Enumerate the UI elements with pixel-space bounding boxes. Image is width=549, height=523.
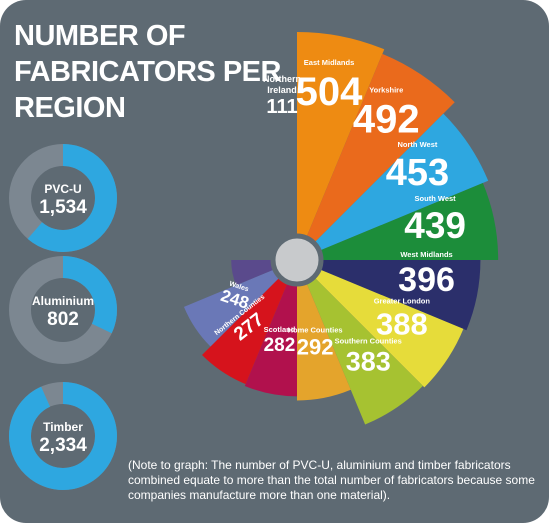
region-name-northern-ireland-0: Northern <box>263 74 301 84</box>
region-name-greater-london: Greater London <box>374 297 431 306</box>
slice-southern-counties <box>297 260 423 425</box>
aluminium-donut-arc <box>62 256 117 334</box>
timber-donut: Timber 2,334 <box>9 382 117 490</box>
region-value-yorkshire: 492 <box>353 97 420 141</box>
region-value-north-west: 453 <box>386 152 449 194</box>
pvcu-value: 1,534 <box>39 197 87 218</box>
pvcu-donut-arc <box>27 144 117 252</box>
region-name-home-counties: Home Counties <box>288 325 343 334</box>
region-value-east-midlands: 504 <box>296 70 363 114</box>
region-value-home-counties: 292 <box>297 334 334 359</box>
region-name-east-midlands: East Midlands <box>304 58 354 67</box>
title-line-1: NUMBER OF <box>14 20 186 52</box>
label-south-west: South West 439 <box>404 194 466 246</box>
slice-greater-london <box>297 260 464 388</box>
aluminium-donut: Aluminium 802 <box>9 256 117 364</box>
region-value-scotland: 282 <box>264 335 296 356</box>
chart-hub <box>270 233 324 287</box>
slice-south-west <box>297 183 499 260</box>
region-name-west-midlands: West Midlands <box>400 250 452 259</box>
region-name-scotland: Scotland <box>264 325 296 334</box>
label-east-midlands: East Midlands 504 <box>296 58 363 114</box>
chart-note: (Note to graph: The number of PVC-U, alu… <box>128 458 535 502</box>
region-name-southern-counties: Southern Counties <box>335 337 402 346</box>
region-value-southern-counties: 383 <box>346 347 391 377</box>
slice-scotland <box>244 260 297 397</box>
region-name-north-west: North West <box>398 140 438 149</box>
slice-west-midlands <box>297 260 481 331</box>
slice-home-counties <box>297 260 351 401</box>
label-yorkshire: Yorkshire 492 <box>353 85 420 141</box>
region-value-south-west: 439 <box>404 205 466 246</box>
pvcu-donut: PVC-U 1,534 <box>9 144 117 252</box>
label-north-west: North West 453 <box>386 140 449 194</box>
timber-donut-arc <box>9 382 117 490</box>
timber-value: 2,334 <box>39 435 87 456</box>
region-name-yorkshire: Yorkshire <box>369 85 403 94</box>
slice-east-midlands <box>297 32 385 260</box>
region-name-south-west: South West <box>415 194 457 203</box>
timber-label: Timber <box>43 420 83 434</box>
slice-wales <box>183 260 297 347</box>
slice-yorkshire <box>297 53 455 260</box>
aluminium-value: 802 <box>47 309 79 330</box>
label-west-midlands: West Midlands 396 <box>398 250 455 299</box>
page-title: NUMBER OF FABRICATORS PER REGION <box>14 18 284 126</box>
pvcu-label: PVC-U <box>44 182 81 196</box>
region-value-west-midlands: 396 <box>398 261 455 299</box>
title-line-2: FABRICATORS PER <box>14 56 281 88</box>
region-value-greater-london: 388 <box>376 307 428 342</box>
region-value-northern-ireland: 111 <box>266 96 297 118</box>
slice-northern-counties <box>202 260 297 385</box>
aluminium-label: Aluminium <box>32 294 94 308</box>
slice-north-west <box>297 113 489 260</box>
title-line-3: REGION <box>14 92 126 124</box>
region-name-northern-ireland-1: Ireland <box>267 85 297 95</box>
